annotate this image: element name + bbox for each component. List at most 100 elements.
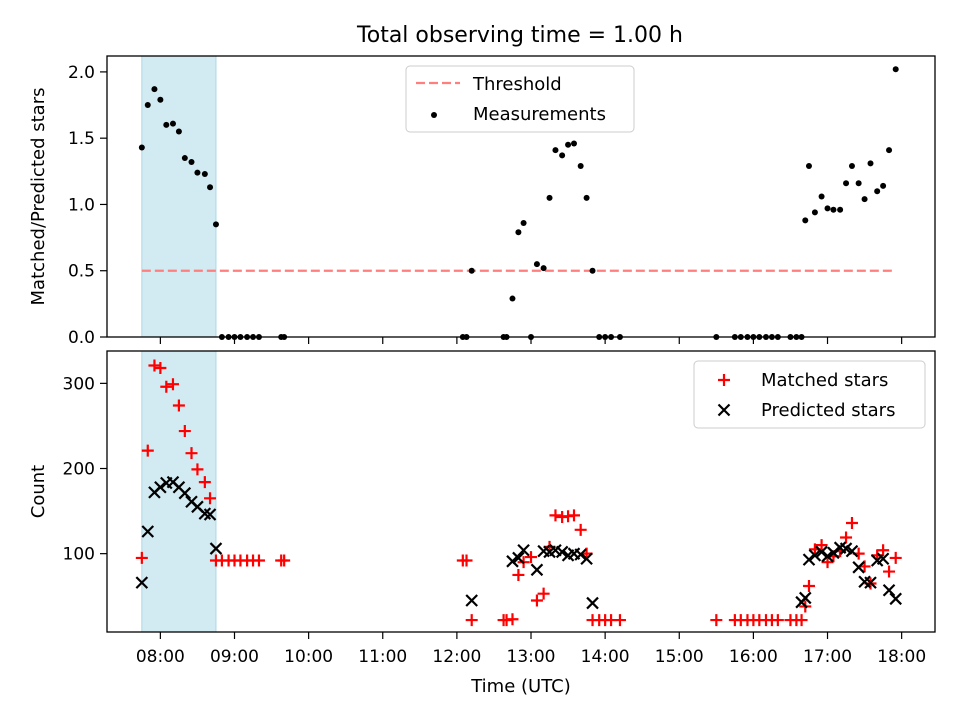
measurement-point: [837, 206, 844, 213]
matched-star-point: [278, 554, 291, 567]
matched-star-point: [204, 492, 217, 505]
predicted-star-point: [802, 553, 816, 566]
predicted-star-point: [799, 591, 812, 605]
bottom-axes-frame: [106, 350, 936, 633]
top-ylabel: Matched/Predicted stars: [28, 88, 49, 306]
legend-matched-swatch: [718, 374, 730, 386]
measurement-point: [589, 267, 596, 274]
predicted-star-point: [203, 508, 217, 521]
measurement-point: [818, 193, 825, 200]
matched-star-point: [613, 614, 626, 627]
predicted-star-point: [845, 544, 859, 558]
xtick-label: 11:00: [358, 647, 407, 667]
measurement-point: [552, 147, 559, 154]
measurement-point: [583, 194, 590, 201]
matched-star-point: [877, 544, 890, 557]
matched-star-point: [506, 613, 519, 626]
matched-star-point: [191, 463, 204, 476]
matched-star-point: [537, 587, 550, 600]
matched-star-point: [185, 447, 198, 460]
predicted-star-point: [517, 543, 530, 557]
measurement-point: [207, 184, 214, 191]
predicted-star-point: [574, 548, 587, 561]
measurement-point: [157, 96, 164, 103]
predicted-star-point: [889, 592, 902, 606]
matched-star-point: [141, 444, 154, 457]
legend-measurements-swatch: [431, 112, 437, 118]
measurement-point: [175, 128, 182, 135]
bottom-ylabel: Count: [28, 465, 49, 518]
matched-star-point: [148, 359, 161, 372]
measurement-point: [515, 229, 522, 236]
matched-star-point: [530, 594, 543, 607]
measurement-point: [824, 205, 831, 212]
bottom-legend: Matched stars Predicted stars: [693, 360, 926, 429]
top-legend-box: [405, 65, 635, 133]
measurement-point: [830, 206, 837, 213]
top-panel-ratio: 0.0 0.5 1.0 1.5 2.0 Matched/Predicted stars Th…: [28, 55, 936, 348]
matched-star-point: [135, 551, 148, 564]
bottom-panel-counts: 100 200 300 08:00 09:00 10:00 11:00 12:00 13:00 1…: [28, 350, 936, 697]
measurement-point: [181, 155, 188, 162]
bottom-legend-box: [693, 360, 926, 429]
matched-star-point: [802, 580, 815, 593]
measurement-point: [867, 160, 874, 167]
matched-star-point: [568, 509, 581, 522]
legend-matched-label: Matched stars: [761, 370, 888, 391]
predicted-star-point: [864, 576, 877, 589]
top-ytick-label: 0.5: [68, 262, 95, 282]
measurement-point: [163, 121, 170, 128]
xtick-label: 14:00: [581, 647, 630, 667]
matched-star-point: [883, 565, 896, 578]
measurement-point: [520, 220, 527, 227]
matched-star-point: [840, 531, 853, 544]
bottom-ytick-label: 300: [63, 374, 95, 394]
matched-star-point: [889, 551, 902, 564]
measurement-point: [188, 159, 195, 166]
measurement-point: [892, 66, 899, 73]
measurement-point: [533, 261, 540, 268]
matched-star-point: [525, 551, 538, 564]
measurement-point: [201, 170, 208, 177]
predicted-star-point: [465, 594, 478, 607]
matched-star-point: [795, 614, 808, 627]
matched-star-point: [252, 554, 265, 567]
matched-star-point: [771, 614, 784, 627]
chart-title: Total observing time = 1.00 h: [356, 23, 683, 48]
predicted-star-point: [135, 576, 149, 589]
measurement-point: [843, 180, 850, 187]
predicted-star-point: [555, 545, 569, 559]
measurement-point: [546, 194, 553, 201]
matched-star-point: [166, 378, 179, 391]
top-axes-frame: [106, 55, 936, 338]
measurement-point: [577, 163, 584, 170]
matched-star-point: [512, 568, 525, 581]
measurement-point: [559, 152, 566, 159]
xtick-label: 09:00: [210, 647, 259, 667]
predicted-star-point: [876, 552, 890, 566]
xtick-label: 17:00: [803, 647, 852, 667]
measurement-point: [509, 295, 516, 302]
xtick-label: 18:00: [877, 647, 926, 667]
top-ytick-label: 0.0: [68, 328, 95, 348]
measurement-point: [848, 163, 855, 170]
xtick-label: 08:00: [136, 647, 185, 667]
bottom-series-matched-stars: [135, 359, 902, 627]
measurement-point: [194, 169, 201, 176]
legend-threshold-label: Threshold: [472, 74, 562, 95]
bottom-ytick-label: 100: [63, 545, 95, 565]
matched-star-point: [198, 476, 211, 489]
measurement-point: [861, 196, 868, 203]
predicted-star-point: [154, 480, 167, 494]
xtick-label: 15:00: [655, 647, 704, 667]
measurement-point: [811, 209, 818, 216]
xtick-label: 13:00: [507, 647, 556, 667]
matched-star-point: [460, 554, 473, 567]
legend-measurements-label: Measurements: [473, 104, 606, 125]
matched-star-point: [710, 614, 723, 627]
measurement-point: [571, 140, 578, 147]
top-ytick-label: 1.5: [68, 129, 95, 149]
xtick-label: 10:00: [284, 647, 333, 667]
measurement-point: [880, 182, 887, 189]
legend-predicted-label: Predicted stars: [761, 400, 895, 421]
